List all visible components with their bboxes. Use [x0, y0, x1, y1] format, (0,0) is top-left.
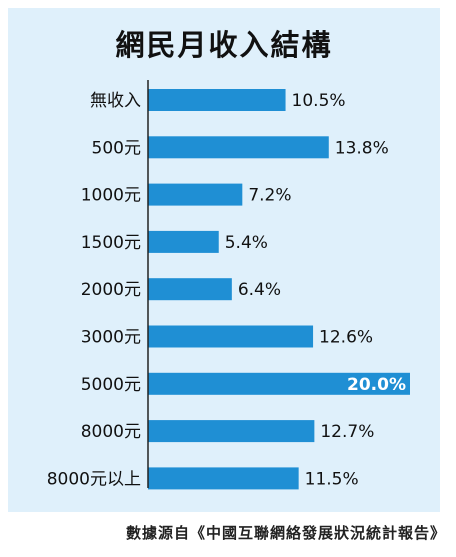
category-label: 8000元以上 — [47, 469, 141, 489]
category-label: 無收入 — [90, 91, 141, 111]
value-label: 11.5% — [305, 469, 359, 489]
value-label: 6.4% — [238, 280, 281, 300]
category-label: 5000元 — [81, 375, 141, 395]
bar — [148, 278, 232, 301]
category-label: 1500元 — [81, 233, 141, 253]
category-label: 2000元 — [81, 280, 141, 300]
category-label: 8000元 — [81, 422, 141, 442]
value-label: 12.7% — [320, 422, 374, 442]
source-note: 數據源自《中國互聯網絡發展狀況統計報告》 — [125, 524, 446, 542]
chart-title: 網民月收入結構 — [115, 28, 333, 62]
value-label: 20.0% — [347, 375, 406, 395]
bar — [148, 230, 219, 253]
value-label: 7.2% — [248, 186, 291, 206]
bar — [148, 420, 315, 443]
bar — [148, 183, 243, 206]
bar — [148, 89, 286, 111]
category-label: 3000元 — [81, 328, 141, 348]
value-label: 12.6% — [319, 328, 373, 348]
bar — [148, 467, 299, 490]
bar — [148, 136, 329, 159]
bar — [148, 325, 314, 348]
bar — [148, 372, 410, 395]
value-label: 10.5% — [292, 91, 346, 111]
value-label: 5.4% — [225, 233, 268, 253]
category-label: 500元 — [92, 138, 141, 158]
category-label: 1000元 — [81, 186, 141, 206]
value-label: 13.8% — [335, 138, 389, 158]
